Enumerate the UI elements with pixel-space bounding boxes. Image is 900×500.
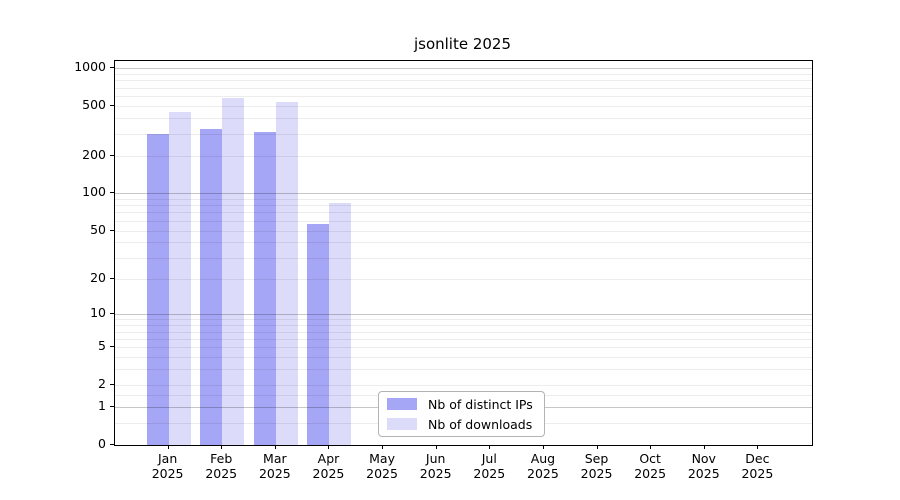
- gridline-minor: [115, 118, 812, 120]
- y-tick-mark: [110, 67, 114, 69]
- bar-distinct-ips-apr: [307, 223, 330, 445]
- bar-distinct-ips-feb: [200, 129, 223, 445]
- y-tick-mark: [110, 154, 114, 156]
- y-tick-label: 2: [98, 376, 106, 392]
- x-tick-mark: [757, 445, 759, 449]
- y-tick-label: 1: [98, 398, 106, 414]
- gridline-major: [115, 193, 812, 195]
- gridline-minor: [115, 73, 812, 75]
- gridline-minor: [115, 220, 812, 222]
- gridline-major: [115, 314, 812, 316]
- y-tick-label: 20: [90, 269, 106, 285]
- bar-downloads-mar: [275, 102, 298, 445]
- y-tick-label: 5: [98, 338, 106, 354]
- x-tick-mark: [542, 445, 544, 449]
- gridline-minor: [115, 257, 812, 259]
- y-tick-label: 500: [82, 96, 106, 112]
- x-tick-mark: [489, 445, 491, 449]
- gridline-minor: [115, 338, 812, 340]
- gridline-minor: [115, 385, 812, 387]
- legend-item-downloads: Nb of downloads: [387, 414, 536, 434]
- grid-layer: [115, 61, 812, 445]
- x-tick-label-mar: Mar 2025: [258, 451, 291, 481]
- x-tick-mark: [435, 445, 437, 449]
- chart-title: jsonlite 2025: [413, 35, 512, 53]
- gridline-minor: [115, 242, 812, 244]
- gridline-minor: [115, 198, 812, 200]
- legend-label-distinct-ips: Nb of distinct IPs: [428, 396, 533, 412]
- gridline-minor: [115, 212, 812, 214]
- gridline-minor: [115, 87, 812, 89]
- gridline-minor: [115, 95, 812, 97]
- x-tick-label-jun: Jun 2025: [419, 451, 452, 481]
- x-tick-mark: [596, 445, 598, 449]
- gridline-minor: [115, 347, 812, 349]
- y-tick-mark: [110, 192, 114, 194]
- y-tick-mark: [110, 444, 114, 445]
- x-tick-label-jul: Jul 2025: [473, 451, 506, 481]
- y-tick-mark: [110, 313, 114, 315]
- y-tick-mark: [110, 384, 114, 386]
- y-tick-mark: [110, 406, 114, 408]
- x-tick-label-dec: Dec 2025: [741, 451, 774, 481]
- x-tick-label-may: May 2025: [366, 451, 398, 481]
- bars-layer: [115, 61, 812, 445]
- legend: Nb of distinct IPs Nb of downloads: [378, 391, 545, 437]
- x-tick-label-apr: Apr 2025: [312, 451, 345, 481]
- gridline-minor: [115, 331, 812, 333]
- x-tick-mark: [703, 445, 705, 449]
- gridline-minor: [115, 105, 812, 107]
- y-tick-label: 100: [82, 184, 106, 200]
- bar-downloads-apr: [329, 203, 352, 445]
- y-tick-label: 200: [82, 146, 106, 162]
- gridline-minor: [115, 205, 812, 207]
- gridline-minor: [115, 155, 812, 157]
- y-tick-mark: [110, 277, 114, 279]
- gridline-minor: [115, 230, 812, 232]
- legend-swatch-downloads: [387, 418, 417, 430]
- y-tick-label: 1000: [74, 59, 106, 75]
- gridline-major: [115, 68, 812, 70]
- y-tick-label: 50: [90, 221, 106, 237]
- gridline-minor: [115, 319, 812, 321]
- plot-area: [114, 60, 813, 446]
- x-tick-mark: [328, 445, 330, 449]
- x-tick-label-jan: Jan 2025: [151, 451, 184, 481]
- x-tick-mark: [221, 445, 223, 449]
- gridline-minor: [115, 325, 812, 327]
- y-tick-label: 10: [90, 305, 106, 321]
- legend-item-distinct-ips: Nb of distinct IPs: [387, 394, 536, 414]
- y-tick-label: 0: [98, 436, 106, 451]
- bar-distinct-ips-jan: [146, 133, 169, 445]
- x-tick-mark: [382, 445, 384, 449]
- y-tick-mark: [110, 104, 114, 106]
- gridline-minor: [115, 357, 812, 359]
- gridline-minor: [115, 80, 812, 82]
- legend-swatch-distinct-ips: [387, 398, 417, 410]
- x-tick-mark: [167, 445, 169, 449]
- legend-label-downloads: Nb of downloads: [428, 416, 533, 432]
- y-tick-mark: [110, 229, 114, 231]
- bar-downloads-jan: [168, 111, 191, 445]
- bar-distinct-ips-mar: [253, 131, 276, 445]
- x-tick-label-aug: Aug 2025: [527, 451, 559, 481]
- x-tick-mark: [650, 445, 652, 449]
- gridline-minor: [115, 278, 812, 280]
- x-tick-label-sep: Sep 2025: [580, 451, 613, 481]
- y-tick-mark: [110, 346, 114, 348]
- x-tick-mark: [274, 445, 276, 449]
- x-tick-label-nov: Nov 2025: [687, 451, 720, 481]
- x-tick-label-feb: Feb 2025: [205, 451, 238, 481]
- gridline-minor: [115, 133, 812, 135]
- x-tick-label-oct: Oct 2025: [634, 451, 667, 481]
- bar-downloads-feb: [222, 98, 245, 445]
- gridline-minor: [115, 369, 812, 371]
